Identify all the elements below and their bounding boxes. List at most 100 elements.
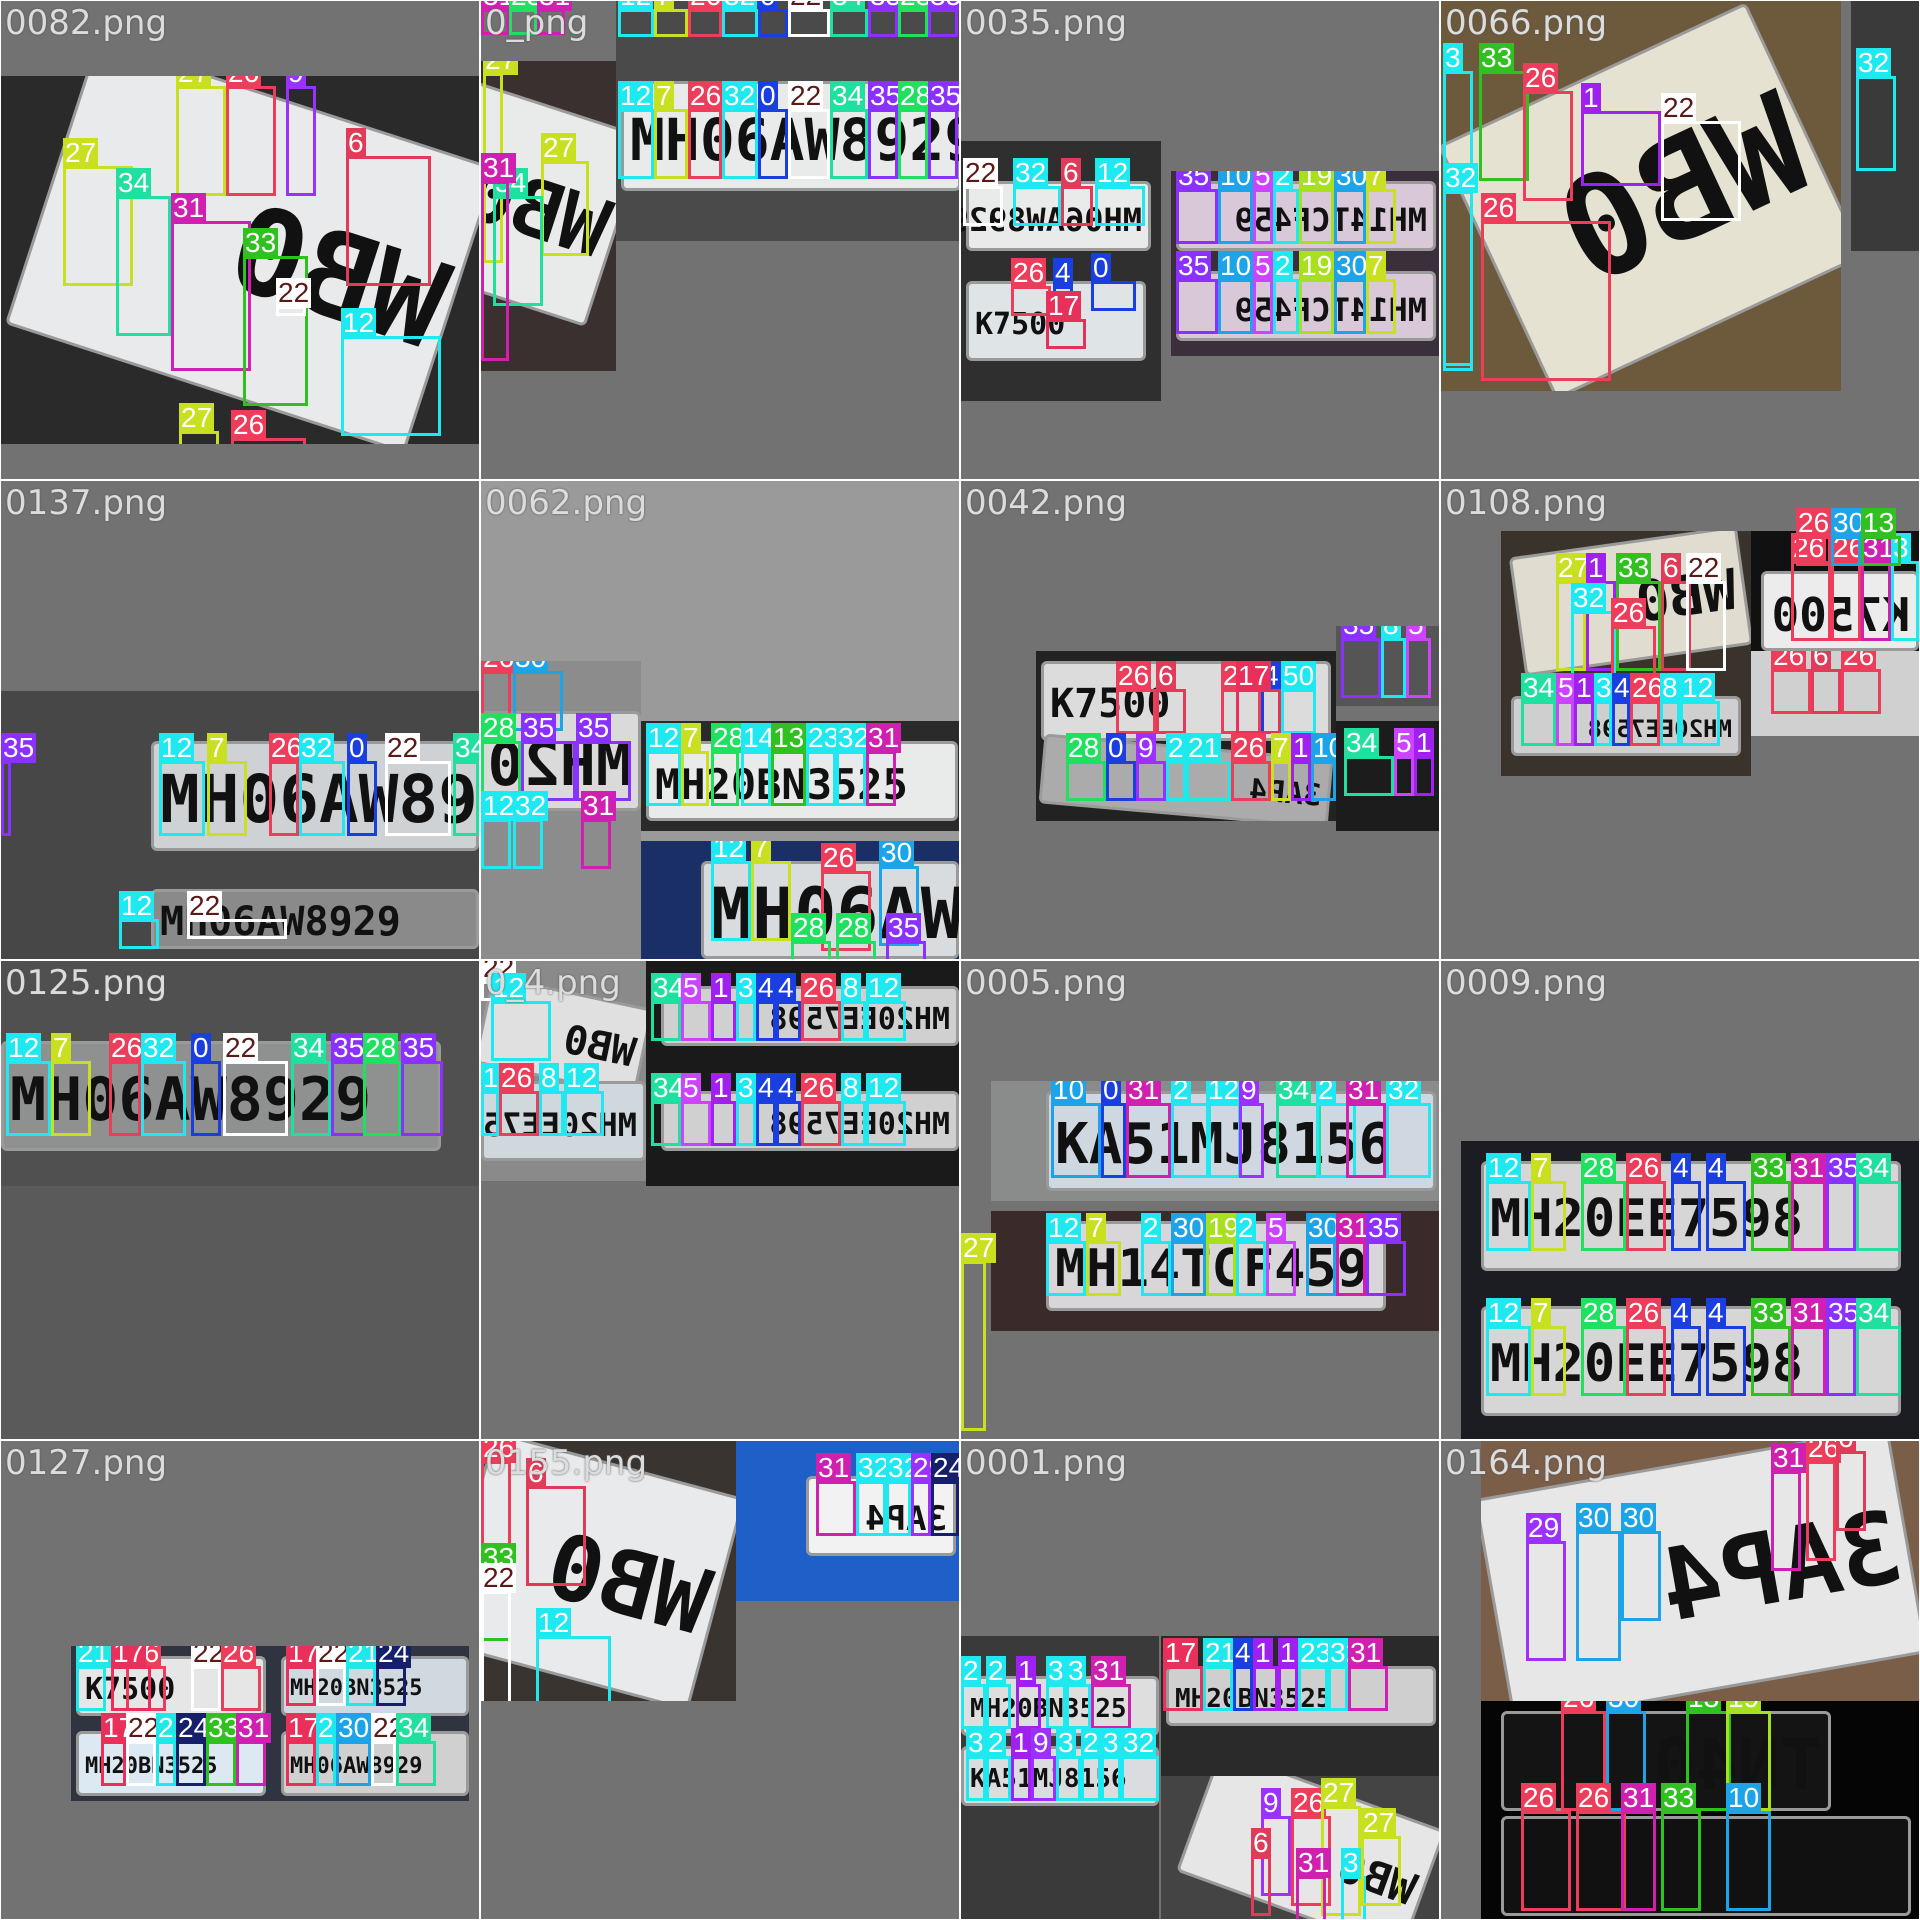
tile-filename: 0001.png — [965, 1443, 1128, 1483]
class-label: 35 — [928, 1, 959, 11]
class-label: 33 — [206, 1712, 242, 1743]
class-32-bbox: 32 — [1386, 1081, 1431, 1178]
class-label: 21 — [346, 1646, 382, 1668]
class-label: 33 — [1479, 42, 1515, 73]
class-26-bbox: 26 — [821, 843, 871, 951]
class-label: 31 — [866, 722, 902, 753]
class-label: 35 — [1341, 626, 1377, 640]
class-7-bbox: 7 — [654, 81, 688, 179]
class-13-bbox: 13 — [771, 723, 807, 806]
class-30-bbox: 30 — [1621, 1503, 1661, 1621]
class-28-bbox: 28 — [1581, 1298, 1626, 1396]
class-26-bbox: 26 — [1841, 651, 1881, 714]
class-label: 26 — [231, 409, 267, 440]
class-1-bbox: 1 — [1016, 1656, 1041, 1729]
class-label: 32 — [1571, 582, 1607, 613]
class-26-bbox: 26 — [1791, 533, 1831, 641]
license-plate: MH20EE7598 — [1481, 1306, 1901, 1416]
class-8-bbox: 8 — [1660, 673, 1680, 746]
class-34-bbox: 34 — [830, 81, 868, 179]
class-33-bbox: 33 — [243, 228, 308, 406]
class-27-bbox: 27 — [176, 76, 226, 196]
class-label: 8 — [539, 1062, 559, 1093]
class-31-bbox: 31 — [1771, 1443, 1807, 1571]
class-label: 26 — [1626, 1297, 1662, 1328]
mosaic-tile: 0137.pngMH06AW892912726320223435MH06AW89… — [1, 481, 479, 959]
class-31-bbox: 31 — [1296, 1848, 1332, 1919]
class-2-bbox: 2 — [961, 1656, 986, 1729]
class-label: 26 — [226, 76, 262, 88]
class-4-bbox: 4 — [1233, 1638, 1253, 1711]
class-34-bbox: 34 — [1521, 673, 1557, 746]
image-crop: MH06AW8929 12 7 26 32 0 22 34 35 28 35 — [1, 961, 479, 1186]
class-12-bbox: 12 — [341, 308, 441, 436]
class-1-bbox: 1 — [711, 973, 736, 1041]
class-26-bbox: 26 — [1626, 1153, 1666, 1251]
class-label: 4 — [1233, 1637, 1253, 1668]
class-22-bbox: 22 — [316, 1646, 352, 1706]
class-label: 24 — [176, 1712, 212, 1743]
mosaic-tile: 0035.png MH06AW8929 22 32 6 12 K7500 26 4 0 17 MH14… — [961, 1, 1439, 479]
class-label: 17 — [1163, 1637, 1199, 1668]
class-label: 35 — [868, 1, 904, 11]
class-31-bbox: 31 — [481, 1, 517, 35]
class-5-bbox: 5 — [1394, 728, 1414, 796]
class-label: 2 — [986, 1655, 1006, 1686]
class-label: 5 — [1406, 626, 1426, 640]
class-label: 6 — [526, 1457, 546, 1488]
class-3-bbox: 3 — [1341, 1848, 1366, 1919]
class-22-bbox: 22 — [963, 158, 1003, 226]
plate-text: KA51MJ8156 — [1055, 1111, 1393, 1177]
mosaic-tile: 0009.png MH20EE7598 12 7 28 26 4 4 33 31 35 34 MH20E… — [1441, 961, 1919, 1439]
class-label: 27 — [176, 76, 212, 88]
class-8-bbox: 8 — [539, 1063, 564, 1136]
class-label: 26 — [688, 80, 724, 111]
class-7-bbox: 7 — [654, 1, 688, 37]
tile-filename: 0137.png — [5, 483, 168, 523]
class-label: 1 — [1414, 727, 1434, 758]
class-label: 32 — [722, 80, 758, 111]
class-label: 10 — [1218, 171, 1254, 191]
class-12-bbox: 12 — [564, 1063, 604, 1136]
class-label: 26 — [269, 732, 305, 763]
class-label: 26 — [1771, 651, 1807, 671]
class-label: 21 — [1203, 1637, 1239, 1668]
class-3-bbox: 3 — [1046, 1656, 1066, 1729]
class-label: 12 — [618, 1, 654, 11]
class-34-bbox: 34 — [453, 733, 479, 836]
class-label: 26 — [1291, 1787, 1327, 1818]
class-label: 21 — [76, 1646, 112, 1668]
class-21-bbox: 21 — [1203, 1638, 1239, 1711]
class-label: 34 — [116, 167, 152, 198]
class-label: 3 — [736, 1072, 756, 1103]
class-31-bbox: 31 — [171, 193, 251, 371]
class-1-bbox: 1 — [1414, 728, 1434, 796]
class-35-bbox: 35 — [868, 81, 904, 179]
class-7-bbox: 7 — [1366, 171, 1396, 244]
class-4-bbox: 4 — [756, 973, 776, 1041]
class-12-bbox: 12 — [866, 973, 906, 1041]
class-label: 26 — [1521, 1782, 1557, 1813]
class-label: 31 — [1791, 1297, 1827, 1328]
class-label: 31 — [481, 152, 517, 183]
class-label: 12 — [1486, 1152, 1522, 1183]
image-crop: TN4026301319K75002626313310 — [1481, 1701, 1919, 1919]
class-label: 27 — [483, 61, 519, 75]
class-24-bbox: 24 — [376, 1646, 412, 1706]
class-label: 32 — [1386, 1081, 1422, 1105]
class-10-bbox: 10 — [1051, 1081, 1101, 1178]
class-label: 1 — [1581, 82, 1601, 113]
class-label: 1 — [1011, 1727, 1031, 1758]
class-label: 8 — [1381, 626, 1401, 640]
class-label: 19 — [1299, 171, 1335, 191]
class-4-bbox: 4 — [1706, 1298, 1746, 1396]
class-21-bbox: 21 — [1186, 733, 1231, 801]
image-crop: K75002126172226MH20BN352517222124MH20BN3… — [71, 1646, 469, 1801]
class-12-bbox: 12 — [1095, 158, 1145, 226]
class-35-bbox: 35 — [928, 1, 959, 37]
class-label: 1 — [1253, 1637, 1273, 1668]
class-22-bbox: 22 — [223, 1033, 288, 1136]
class-5-bbox: 5 — [681, 973, 711, 1041]
class-26-bbox: 26 — [688, 81, 724, 179]
class-label: 23 — [806, 722, 842, 753]
